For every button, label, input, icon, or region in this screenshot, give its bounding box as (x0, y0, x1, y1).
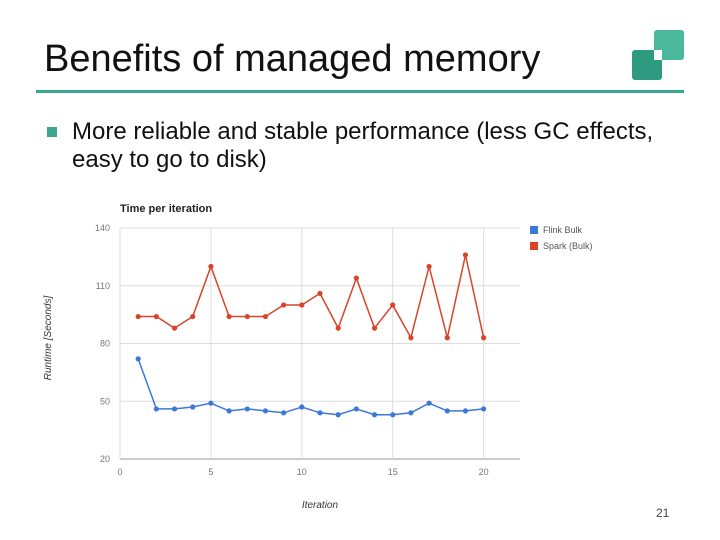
data-point (153, 313, 159, 320)
data-point (335, 412, 341, 418)
x-tick-label: 20 (479, 467, 489, 477)
data-point (299, 404, 305, 410)
data-point (262, 313, 269, 320)
data-point (299, 302, 305, 308)
y-tick-label: 20 (100, 454, 110, 464)
y-axis-ticks: 20 50 80 110 140 (95, 223, 110, 464)
data-point (244, 313, 250, 320)
data-point (353, 275, 359, 281)
y-tick-label: 80 (100, 339, 110, 349)
data-point (371, 325, 378, 331)
series-line-1 (138, 254, 485, 340)
y-axis-label: Runtime [Seconds] (43, 296, 54, 381)
data-point (262, 408, 269, 414)
bullet-item: More reliable and stable performance (le… (44, 118, 674, 174)
series-line-0 (137, 358, 484, 416)
data-point (426, 400, 432, 406)
data-point (153, 406, 159, 412)
data-point (190, 404, 196, 410)
data-point (426, 263, 432, 270)
data-point (281, 302, 287, 308)
data-point (462, 408, 469, 414)
data-point (371, 412, 378, 418)
legend-label: Spark (Bulk) (543, 241, 593, 251)
legend-swatch (530, 226, 538, 234)
data-point (208, 263, 214, 270)
data-point (226, 313, 232, 320)
page-number: 21 (656, 506, 670, 520)
data-point (390, 302, 396, 308)
data-point (408, 410, 414, 416)
title-divider (36, 90, 684, 93)
data-point (462, 252, 469, 258)
x-tick-label: 15 (388, 467, 398, 477)
data-point (281, 410, 287, 416)
data-point (226, 408, 232, 414)
x-tick-label: 10 (297, 467, 307, 477)
data-point (444, 335, 450, 341)
data-point (317, 290, 323, 297)
y-tick-label: 110 (96, 281, 110, 291)
x-axis-label: Iteration (302, 500, 339, 511)
bullet-square-icon (47, 127, 57, 137)
data-point (335, 325, 341, 331)
runtime-line-chart: Time per iteration 20 50 80 110 140 0 5 10 15 20… (43, 203, 593, 511)
bullet-text: More reliable and stable performance (le… (72, 118, 654, 173)
chart-grid (119, 227, 520, 460)
data-point (135, 356, 141, 362)
data-point (171, 325, 178, 331)
x-axis-ticks: 0 5 10 15 20 (117, 467, 488, 477)
data-point (444, 408, 450, 414)
data-point (353, 406, 359, 412)
data-point (317, 410, 323, 416)
data-point (408, 335, 414, 341)
chart-title: Time per iteration (120, 203, 212, 215)
y-tick-label: 140 (95, 223, 110, 233)
slide-title: Benefits of managed memory (44, 38, 541, 80)
data-point (390, 412, 396, 418)
data-point (190, 313, 196, 320)
x-tick-label: 5 (208, 467, 213, 477)
y-tick-label: 50 (100, 396, 110, 406)
data-point (171, 406, 178, 412)
x-tick-label: 0 (117, 467, 122, 477)
legend-label: Flink Bulk (543, 225, 583, 235)
data-point (135, 313, 141, 320)
data-point (481, 406, 487, 412)
chart-legend: Flink Bulk Spark (Bulk) (530, 225, 593, 251)
logo-icon (632, 30, 684, 80)
data-point (208, 400, 214, 406)
legend-swatch (530, 242, 538, 250)
data-point (481, 335, 487, 341)
data-point (244, 406, 250, 412)
chart-series (135, 252, 487, 418)
